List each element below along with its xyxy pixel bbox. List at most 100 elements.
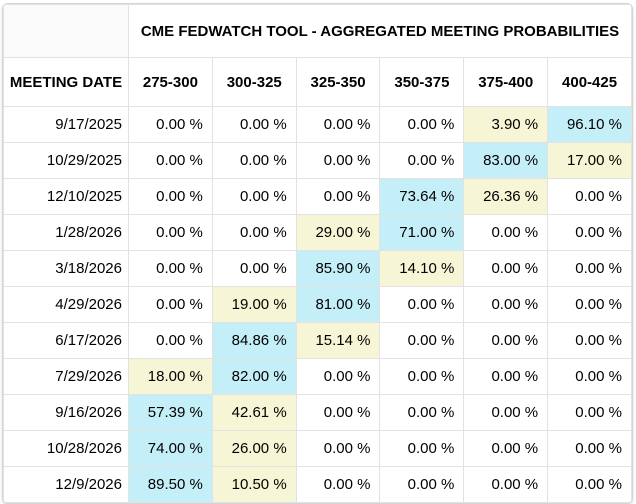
probability-cell: 0.00 % xyxy=(379,106,465,143)
probability-cell: 89.50 % xyxy=(128,466,213,503)
column-header-meeting-date: MEETING DATE xyxy=(3,57,129,107)
probability-cell: 0.00 % xyxy=(547,286,632,323)
probability-cell: 83.00 % xyxy=(463,142,549,179)
column-header-rate-275-300: 275-300 xyxy=(128,57,213,107)
table-row: 9/16/2026 57.39 % 42.61 % 0.00 % 0.00 % 0.00 … xyxy=(3,394,632,431)
probability-cell: 0.00 % xyxy=(295,178,381,215)
probability-cell: 42.61 % xyxy=(211,394,297,431)
probability-cell: 0.00 % xyxy=(547,322,632,359)
probability-cell: 0.00 % xyxy=(128,214,213,251)
probability-cell: 0.00 % xyxy=(463,322,549,359)
probability-cell: 0.00 % xyxy=(463,286,549,323)
probability-cell: 0.00 % xyxy=(295,142,381,179)
column-header-rate-350-375: 350-375 xyxy=(379,57,465,107)
table-row: 10/29/2025 0.00 % 0.00 % 0.00 % 0.00 % 83.00 … xyxy=(3,142,632,179)
table-row: 3/18/2026 0.00 % 0.00 % 85.90 % 14.10 % 0.00 … xyxy=(3,250,632,287)
fedwatch-probabilities-card: CME FEDWATCH TOOL - AGGREGATED MEETING P… xyxy=(2,3,633,504)
probability-cell: 0.00 % xyxy=(128,286,213,323)
probability-cell: 0.00 % xyxy=(379,466,465,503)
table-row: 10/28/2026 74.00 % 26.00 % 0.00 % 0.00 % 0.00… xyxy=(3,430,632,467)
probability-cell: 73.64 % xyxy=(379,178,465,215)
probability-cell: 3.90 % xyxy=(463,106,549,143)
meeting-probabilities-table: CME FEDWATCH TOOL - AGGREGATED MEETING P… xyxy=(3,4,632,503)
probability-cell: 29.00 % xyxy=(295,214,381,251)
table-row: 12/9/2026 89.50 % 10.50 % 0.00 % 0.00 % 0.00 … xyxy=(3,466,632,503)
probability-cell: 0.00 % xyxy=(211,214,297,251)
probability-cell: 0.00 % xyxy=(211,106,297,143)
probability-cell: 0.00 % xyxy=(379,430,465,467)
probability-cell: 57.39 % xyxy=(128,394,213,431)
probability-cell: 0.00 % xyxy=(128,178,213,215)
probability-cell: 96.10 % xyxy=(547,106,632,143)
probability-cell: 17.00 % xyxy=(547,142,632,179)
probability-cell: 0.00 % xyxy=(463,358,549,395)
probability-cell: 0.00 % xyxy=(547,394,632,431)
probability-cell: 19.00 % xyxy=(211,286,297,323)
probability-cell: 0.00 % xyxy=(295,394,381,431)
probability-cell: 0.00 % xyxy=(295,466,381,503)
probability-cell: 0.00 % xyxy=(547,430,632,467)
probability-cell: 85.90 % xyxy=(295,250,381,287)
probability-cell: 26.00 % xyxy=(211,430,297,467)
table-row: 7/29/2026 18.00 % 82.00 % 0.00 % 0.00 % 0.00 … xyxy=(3,358,632,395)
title-row: CME FEDWATCH TOOL - AGGREGATED MEETING P… xyxy=(3,4,632,58)
probability-cell: 26.36 % xyxy=(463,178,549,215)
column-header-rate-300-325: 300-325 xyxy=(211,57,297,107)
meeting-date-cell: 1/28/2026 xyxy=(3,214,129,251)
probability-cell: 0.00 % xyxy=(463,250,549,287)
probability-cell: 14.10 % xyxy=(379,250,465,287)
table-title: CME FEDWATCH TOOL - AGGREGATED MEETING P… xyxy=(128,4,632,58)
probability-cell: 82.00 % xyxy=(211,358,297,395)
meeting-date-cell: 12/10/2025 xyxy=(3,178,129,215)
probability-cell: 0.00 % xyxy=(379,286,465,323)
column-header-rate-325-350: 325-350 xyxy=(295,57,381,107)
probability-cell: 0.00 % xyxy=(128,106,213,143)
corner-spacer-cell xyxy=(3,4,129,58)
probability-cell: 0.00 % xyxy=(211,178,297,215)
probability-cell: 0.00 % xyxy=(295,106,381,143)
probability-cell: 0.00 % xyxy=(547,358,632,395)
column-header-row: MEETING DATE 275-300 300-325 325-350 350-37… xyxy=(3,57,632,107)
meeting-date-cell: 9/16/2026 xyxy=(3,394,129,431)
probability-cell: 0.00 % xyxy=(211,142,297,179)
probability-cell: 0.00 % xyxy=(295,358,381,395)
probability-cell: 0.00 % xyxy=(379,322,465,359)
probability-cell: 0.00 % xyxy=(211,250,297,287)
meeting-date-cell: 6/17/2026 xyxy=(3,322,129,359)
probability-rows: 9/17/2025 0.00 % 0.00 % 0.00 % 0.00 % 3.90 % 9… xyxy=(3,106,632,503)
probability-cell: 0.00 % xyxy=(379,358,465,395)
probability-cell: 15.14 % xyxy=(295,322,381,359)
table-row: 1/28/2026 0.00 % 0.00 % 29.00 % 71.00 % 0.00 … xyxy=(3,214,632,251)
probability-cell: 0.00 % xyxy=(463,430,549,467)
probability-cell: 0.00 % xyxy=(128,142,213,179)
probability-cell: 84.86 % xyxy=(211,322,297,359)
probability-cell: 0.00 % xyxy=(463,214,549,251)
meeting-date-cell: 9/17/2025 xyxy=(3,106,129,143)
table-row: 4/29/2026 0.00 % 19.00 % 81.00 % 0.00 % 0.00 … xyxy=(3,286,632,323)
probability-cell: 71.00 % xyxy=(379,214,465,251)
probability-cell: 0.00 % xyxy=(463,466,549,503)
probability-cell: 0.00 % xyxy=(379,142,465,179)
column-header-rate-400-425: 400-425 xyxy=(547,57,632,107)
probability-cell: 0.00 % xyxy=(128,322,213,359)
probability-cell: 10.50 % xyxy=(211,466,297,503)
meeting-date-cell: 7/29/2026 xyxy=(3,358,129,395)
probability-cell: 74.00 % xyxy=(128,430,213,467)
probability-cell: 0.00 % xyxy=(295,430,381,467)
meeting-date-cell: 10/28/2026 xyxy=(3,430,129,467)
probability-cell: 0.00 % xyxy=(379,394,465,431)
meeting-date-cell: 3/18/2026 xyxy=(3,250,129,287)
probability-cell: 0.00 % xyxy=(547,178,632,215)
probability-cell: 0.00 % xyxy=(128,250,213,287)
probability-cell: 0.00 % xyxy=(547,466,632,503)
probability-cell: 18.00 % xyxy=(128,358,213,395)
meeting-date-cell: 10/29/2025 xyxy=(3,142,129,179)
meeting-date-cell: 4/29/2026 xyxy=(3,286,129,323)
meeting-date-cell: 12/9/2026 xyxy=(3,466,129,503)
probability-cell: 0.00 % xyxy=(463,394,549,431)
table-row: 6/17/2026 0.00 % 84.86 % 15.14 % 0.00 % 0.00 … xyxy=(3,322,632,359)
column-header-rate-375-400: 375-400 xyxy=(463,57,549,107)
table-row: 12/10/2025 0.00 % 0.00 % 0.00 % 73.64 % 26.36… xyxy=(3,178,632,215)
probability-cell: 0.00 % xyxy=(547,214,632,251)
table-row: 9/17/2025 0.00 % 0.00 % 0.00 % 0.00 % 3.90 % 9… xyxy=(3,106,632,143)
